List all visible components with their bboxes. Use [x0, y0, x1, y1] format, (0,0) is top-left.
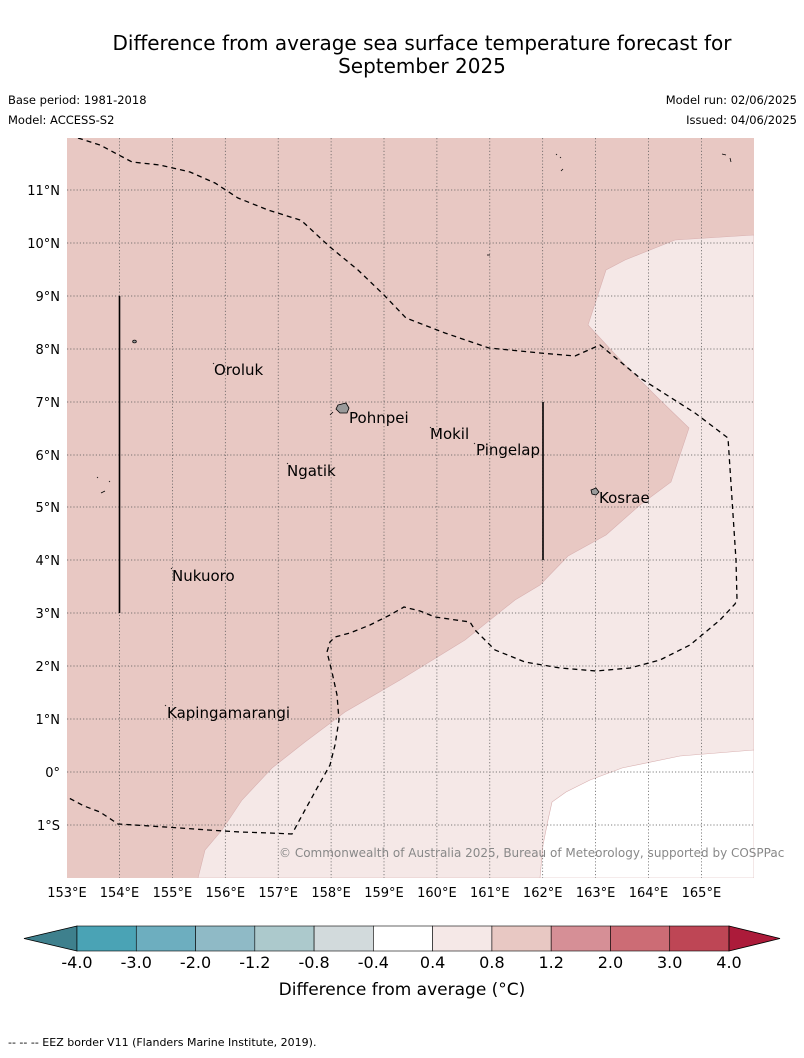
colorbar-swatches: [23, 925, 781, 952]
sst-anomaly-map: Oroluk Pohnpei Mokil Pingelap Ngatik Kos…: [27, 138, 784, 900]
colorbar-swatch: [373, 925, 433, 952]
colorbar-tick-label: 0.8: [479, 953, 504, 972]
lat-label: 10°N: [27, 237, 60, 252]
pohnpei-island: [335, 402, 350, 414]
colorbar-tick-label: -1.2: [239, 953, 270, 972]
colorbar-swatch: [432, 925, 493, 952]
copyright-text: © Commonwealth of Australia 2025, Bureau…: [279, 846, 784, 860]
lon-label: 162°E: [523, 886, 563, 900]
colorbar-label: Difference from average (°C): [278, 980, 526, 1000]
colorbar-swatch: [491, 925, 552, 952]
eez-border: [67, 138, 738, 835]
lat-label: 4°N: [36, 554, 61, 569]
eez-footnote: -- -- -- EEZ border V11 (Flanders Marine…: [8, 1036, 317, 1049]
place-ngatik: Ngatik: [287, 462, 336, 480]
chart-title: Difference from average sea surface temp…: [0, 32, 804, 78]
lat-label: 6°N: [36, 449, 61, 464]
lon-label: 154°E: [100, 886, 140, 900]
gridlines: [67, 138, 754, 878]
colorbar-swatch: [313, 925, 374, 952]
colorbar-tick-label: -3.0: [121, 953, 152, 972]
lat-label: 2°N: [36, 660, 61, 675]
colorbar-tick-label: -0.8: [298, 953, 329, 972]
lat-label: 0°: [45, 766, 60, 781]
place-oroluk: Oroluk: [214, 361, 263, 379]
island-west: [132, 339, 137, 344]
lon-label: 157°E: [258, 886, 298, 900]
anomaly-region-light: [197, 234, 754, 878]
lat-label: 1°S: [37, 819, 60, 834]
issued-date: Issued: 04/06/2025: [686, 113, 797, 127]
colorbar-tick-label: 4.0: [716, 953, 741, 972]
colorbar-tick-label: -2.0: [180, 953, 211, 972]
lon-label: 160°E: [417, 886, 457, 900]
model-name: Model: ACCESS-S2: [8, 113, 115, 127]
colorbar-tick-label: 2.0: [598, 953, 623, 972]
lon-label: 156°E: [206, 886, 246, 900]
colorbar-tick-label: -0.4: [358, 953, 389, 972]
kosrae-island: [590, 487, 600, 496]
colorbar-tick-label: 3.0: [657, 953, 682, 972]
lat-label: 3°N: [36, 607, 61, 622]
place-kosrae: Kosrae: [599, 489, 650, 507]
colorbar-tick-label: -4.0: [61, 953, 92, 972]
place-pohnpei: Pohnpei: [349, 409, 409, 427]
colorbar-swatch: [669, 925, 730, 952]
islands: [96, 153, 732, 707]
lon-label: 159°E: [364, 886, 404, 900]
lon-label: 163°E: [576, 886, 616, 900]
lon-label: 155°E: [153, 886, 193, 900]
title-line-2: September 2025: [338, 54, 506, 78]
colorbar-ticks: -4.0 -3.0 -2.0 -1.2 -0.8 -0.4 0.4 0.8 1.2 2.0 3.0 4…: [61, 953, 741, 972]
model-run: Model run: 02/06/2025: [665, 93, 797, 107]
colorbar-swatch: [610, 925, 671, 952]
lon-label: 164°E: [629, 886, 669, 900]
anomaly-region-neutral: [539, 749, 754, 878]
colorbar-tick-label: 0.4: [420, 953, 445, 972]
colorbar-extend-high: [728, 925, 781, 952]
lat-label: 7°N: [36, 396, 61, 411]
lon-label: 158°E: [311, 886, 351, 900]
place-kapingamarangi: Kapingamarangi: [167, 704, 290, 722]
lat-label: 8°N: [36, 343, 61, 358]
colorbar-tick-label: 1.2: [538, 953, 563, 972]
colorbar-swatch: [195, 925, 256, 952]
lon-label: 153°E: [47, 886, 87, 900]
lon-label: 161°E: [470, 886, 510, 900]
place-pingelap: Pingelap: [476, 441, 540, 459]
lat-label: 11°N: [27, 184, 60, 199]
colorbar-swatch: [550, 925, 611, 952]
colorbar-swatch: [76, 925, 137, 952]
colorbar-extend-low: [23, 925, 78, 952]
lat-label: 9°N: [36, 290, 61, 305]
colorbar-swatch: [135, 925, 196, 952]
title-line-1: Difference from average sea surface temp…: [112, 31, 732, 55]
lon-label: 165°E: [682, 886, 722, 900]
lat-label: 1°N: [36, 713, 61, 728]
base-period: Base period: 1981-2018: [8, 93, 147, 107]
colorbar-swatch: [254, 925, 315, 952]
place-mokil: Mokil: [430, 425, 469, 443]
place-nukuoro: Nukuoro: [172, 567, 235, 585]
lat-label: 5°N: [36, 501, 61, 516]
